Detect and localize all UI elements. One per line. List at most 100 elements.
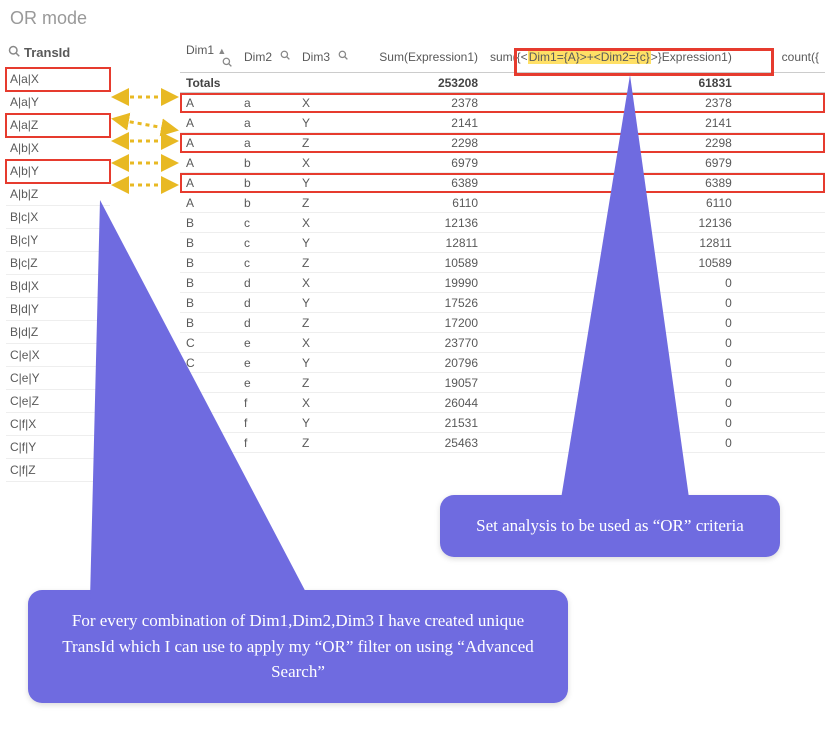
col-dim1[interactable]: Dim1 ▲ [180,41,238,73]
cell-dim2: b [238,193,296,213]
cell-sum1: 26044 [354,393,484,413]
table-header-row: Dim1 ▲ Dim2 Dim3 [180,41,825,73]
cell-sum2: 2378 [484,93,738,113]
table-row[interactable]: AaZ22982298 [180,133,825,153]
cell-sum1: 25463 [354,433,484,453]
table-row[interactable]: CeX237700 [180,333,825,353]
sidebar-item[interactable]: B|d|Z [6,321,110,344]
cell-sum2: 12811 [484,233,738,253]
table-row[interactable]: CfZ254630 [180,433,825,453]
search-icon[interactable] [338,50,348,63]
cell-sum1: 2298 [354,133,484,153]
cell-dim2: d [238,293,296,313]
cell-dim2: e [238,373,296,393]
cell-dim1: C [180,413,238,433]
col-count[interactable]: count({ [738,41,825,73]
table-row[interactable]: AbY63896389 [180,173,825,193]
sidebar-item[interactable]: C|f|Z [6,459,110,482]
cell-count [738,333,825,353]
table-row[interactable]: CfY215310 [180,413,825,433]
cell-sum2: 10589 [484,253,738,273]
sidebar-item[interactable]: A|b|Y [6,160,110,183]
col-dim3[interactable]: Dim3 [296,41,354,73]
sidebar-item[interactable]: A|a|Y [6,91,110,114]
cell-sum2: 0 [484,433,738,453]
cell-sum1: 19057 [354,373,484,393]
table-row[interactable]: CeZ190570 [180,373,825,393]
sidebar-search-header[interactable]: TransId [6,41,110,68]
cell-dim2: e [238,333,296,353]
cell-dim2: b [238,153,296,173]
table-row[interactable]: BdX199900 [180,273,825,293]
cell-sum2: 0 [484,273,738,293]
cell-sum1: 20796 [354,353,484,373]
search-icon[interactable] [280,50,290,63]
cell-count [738,393,825,413]
cell-dim2: a [238,93,296,113]
cell-dim2: a [238,133,296,153]
table-row[interactable]: CfX260440 [180,393,825,413]
cell-sum2: 0 [484,353,738,373]
cell-dim1: A [180,173,238,193]
cell-dim3: Z [296,133,354,153]
cell-dim3: Z [296,313,354,333]
cell-dim1: C [180,373,238,393]
cell-count [738,193,825,213]
sidebar-item[interactable]: C|f|X [6,413,110,436]
col-sum2[interactable]: sum({<Dim1={A}>+<Dim2={c}>}Expression1) [484,41,738,73]
sidebar-item[interactable]: C|e|Z [6,390,110,413]
sidebar-list: A|a|XA|a|YA|a|ZA|b|XA|b|YA|b|ZB|c|XB|c|Y… [6,68,110,482]
sidebar-item[interactable]: A|b|Z [6,183,110,206]
cell-count [738,93,825,113]
sidebar-item[interactable]: C|f|Y [6,436,110,459]
sidebar-item[interactable]: C|e|Y [6,367,110,390]
table-row[interactable]: AaY21412141 [180,113,825,133]
sidebar-item[interactable]: A|a|Z [6,114,110,137]
cell-sum1: 17200 [354,313,484,333]
table-row[interactable]: CeY207960 [180,353,825,373]
cell-dim1: B [180,253,238,273]
cell-dim2: c [238,233,296,253]
sidebar-item[interactable]: B|c|Y [6,229,110,252]
table-row[interactable]: BcZ1058910589 [180,253,825,273]
sidebar-item[interactable]: B|d|Y [6,298,110,321]
cell-dim2: c [238,213,296,233]
cell-dim2: c [238,253,296,273]
col-sum1[interactable]: Sum(Expression1) [354,41,484,73]
table-row[interactable]: BdY175260 [180,293,825,313]
col-dim2[interactable]: Dim2 [238,41,296,73]
table-body: Totals 253208 61831 AaX23782378AaY214121… [180,73,825,453]
cell-dim3: Y [296,293,354,313]
cell-dim3: Z [296,193,354,213]
sidebar-item[interactable]: A|a|X [6,68,110,91]
table-row[interactable]: BcY1281112811 [180,233,825,253]
cell-sum2: 0 [484,333,738,353]
cell-count [738,133,825,153]
expression-highlight: Dim1={A}>+<Dim2={c} [528,50,651,64]
cell-dim3: Y [296,413,354,433]
sidebar-header-label: TransId [24,45,70,60]
cell-sum1: 23770 [354,333,484,353]
sidebar-item[interactable]: B|c|X [6,206,110,229]
sidebar-item[interactable]: C|e|X [6,344,110,367]
cell-count [738,373,825,393]
table-row[interactable]: AbX69796979 [180,153,825,173]
table-row[interactable]: AbZ61106110 [180,193,825,213]
cell-dim3: X [296,273,354,293]
cell-dim2: f [238,433,296,453]
search-icon[interactable] [222,57,232,70]
sidebar-item[interactable]: A|b|X [6,137,110,160]
cell-sum2: 0 [484,313,738,333]
cell-dim3: Z [296,253,354,273]
cell-dim1: A [180,153,238,173]
cell-dim1: B [180,313,238,333]
cell-dim1: B [180,293,238,313]
sidebar-item[interactable]: B|d|X [6,275,110,298]
sidebar-item[interactable]: B|c|Z [6,252,110,275]
cell-sum2: 0 [484,393,738,413]
cell-dim2: f [238,413,296,433]
table-row[interactable]: BdZ172000 [180,313,825,333]
cell-dim3: X [296,393,354,413]
table-row[interactable]: BcX1213612136 [180,213,825,233]
table-row[interactable]: AaX23782378 [180,93,825,113]
